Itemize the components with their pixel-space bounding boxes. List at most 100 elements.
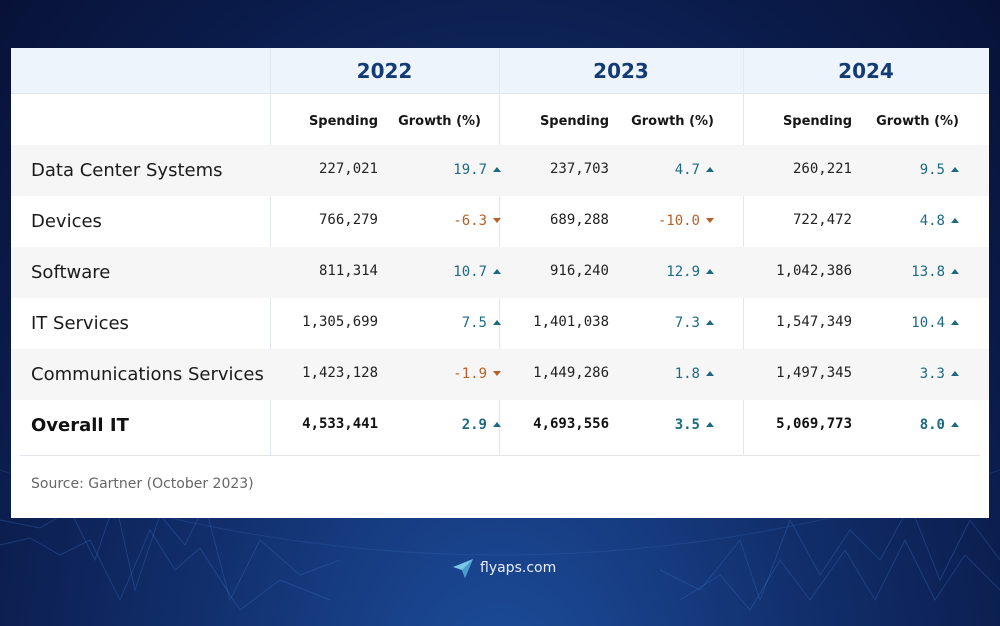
triangle-up-icon — [951, 269, 959, 274]
growth-cell-2023: 3.5 — [675, 400, 714, 451]
spending-cell-2024: 260,221 — [792, 161, 852, 177]
spending-cell-2024: 1,042,386 — [776, 263, 852, 279]
growth-value: 3.5 — [674, 417, 700, 433]
source-note: Source: Gartner (October 2023) — [31, 476, 254, 492]
triangle-up-icon — [951, 371, 959, 376]
year-header-row: 2022 2023 2024 — [11, 48, 989, 94]
triangle-up-icon — [493, 320, 501, 325]
growth-value: 4.7 — [674, 162, 700, 178]
triangle-up-icon — [951, 422, 959, 427]
spending-cell-2022: 766,279 — [318, 212, 378, 228]
growth-value: 7.5 — [461, 315, 487, 331]
spending-cell-2022: 1,423,128 — [302, 365, 378, 381]
brand-footer: flyaps.com — [452, 556, 556, 580]
spending-cell-2024: 1,497,345 — [776, 365, 852, 381]
growth-cell-2023: 1.8 — [675, 349, 714, 400]
growth-value: 19.7 — [453, 162, 487, 178]
growth-value: 1.8 — [674, 366, 700, 382]
triangle-down-icon — [706, 218, 714, 223]
growth-header-2023: Growth (%) — [631, 114, 714, 129]
row-label: Communications Services — [31, 364, 264, 385]
growth-value: 9.5 — [919, 162, 945, 178]
triangle-up-icon — [951, 218, 959, 223]
growth-cell-2022: 7.5 — [462, 298, 501, 349]
growth-cell-2024: 13.8 — [911, 247, 959, 298]
spending-header-2022: Spending — [308, 114, 378, 129]
triangle-up-icon — [706, 371, 714, 376]
row-label: Data Center Systems — [31, 160, 223, 181]
triangle-up-icon — [706, 269, 714, 274]
spending-cell-2023: 1,401,038 — [533, 314, 609, 330]
growth-cell-2024: 3.3 — [920, 349, 959, 400]
spending-header-2023: Spending — [539, 114, 609, 129]
spending-table-card: 2022 2023 2024 Spending Growth (%) Spend… — [11, 48, 989, 518]
growth-value: 12.9 — [666, 264, 700, 280]
table-row: Data Center Systems 227,021 19.7 237,703 4.7… — [11, 145, 989, 196]
growth-cell-2023: 12.9 — [666, 247, 714, 298]
triangle-up-icon — [493, 269, 501, 274]
growth-cell-2022: 10.7 — [453, 247, 501, 298]
growth-cell-2024: 8.0 — [920, 400, 959, 451]
row-label: Software — [31, 262, 111, 283]
spending-cell-2022: 1,305,699 — [302, 314, 378, 330]
year-header-2024: 2024 — [838, 59, 894, 83]
growth-value: -6.3 — [453, 213, 487, 229]
spending-cell-2022: 227,021 — [318, 161, 378, 177]
table-row: Devices 766,279 -6.3 689,288 -10.0 722,472 4.8 — [11, 196, 989, 247]
triangle-down-icon — [493, 371, 501, 376]
triangle-up-icon — [706, 320, 714, 325]
growth-value: 10.4 — [911, 315, 945, 331]
growth-cell-2023: 4.7 — [675, 145, 714, 196]
triangle-down-icon — [493, 218, 501, 223]
growth-cell-2022: 2.9 — [462, 400, 501, 451]
year-header-2022: 2022 — [356, 59, 413, 83]
row-label: Devices — [31, 211, 102, 232]
row-label: Overall IT — [31, 415, 129, 436]
triangle-up-icon — [493, 422, 501, 427]
spending-cell-2024: 1,547,349 — [776, 314, 852, 330]
table-bottom-divider — [20, 455, 980, 456]
growth-value: 7.3 — [674, 315, 700, 331]
triangle-up-icon — [706, 167, 714, 172]
growth-cell-2024: 9.5 — [920, 145, 959, 196]
table-row: Overall IT 4,533,441 2.9 4,693,556 3.5 5,069,… — [11, 400, 989, 451]
growth-value: 2.9 — [461, 417, 487, 433]
growth-cell-2022: -1.9 — [453, 349, 501, 400]
growth-cell-2024: 10.4 — [911, 298, 959, 349]
growth-cell-2024: 4.8 — [920, 196, 959, 247]
table-row: Communications Services 1,423,128 -1.9 1,44… — [11, 349, 989, 400]
year-header-2023: 2023 — [593, 59, 649, 83]
spending-cell-2023: 237,703 — [549, 161, 609, 177]
triangle-up-icon — [493, 167, 501, 172]
spending-cell-2023: 1,449,286 — [533, 365, 609, 381]
growth-value: 10.7 — [453, 264, 487, 280]
growth-value: 4.8 — [919, 213, 945, 229]
growth-cell-2022: -6.3 — [453, 196, 501, 247]
triangle-up-icon — [951, 167, 959, 172]
growth-value: 8.0 — [919, 417, 945, 433]
spending-cell-2022: 811,314 — [318, 263, 378, 279]
growth-value: 13.8 — [911, 264, 945, 280]
growth-value: 3.3 — [919, 366, 945, 382]
spending-cell-2022: 4,533,441 — [302, 416, 378, 432]
growth-cell-2022: 19.7 — [453, 145, 501, 196]
triangle-up-icon — [951, 320, 959, 325]
growth-header-2024: Growth (%) — [876, 114, 959, 129]
growth-value: -1.9 — [453, 366, 487, 382]
spending-header-2024: Spending — [782, 114, 852, 129]
spending-cell-2023: 689,288 — [549, 212, 609, 228]
spending-cell-2024: 5,069,773 — [776, 416, 852, 432]
spending-cell-2024: 722,472 — [792, 212, 852, 228]
growth-cell-2023: -10.0 — [658, 196, 714, 247]
triangle-up-icon — [706, 422, 714, 427]
growth-cell-2023: 7.3 — [675, 298, 714, 349]
paper-plane-icon — [453, 559, 473, 578]
growth-value: -10.0 — [657, 213, 700, 229]
spending-cell-2023: 4,693,556 — [533, 416, 609, 432]
row-label: IT Services — [31, 313, 129, 334]
table-row: IT Services 1,305,699 7.5 1,401,038 7.3 1,547… — [11, 298, 989, 349]
growth-header-2022: Growth (%) — [398, 114, 481, 129]
brand-name: flyaps.com — [480, 560, 557, 576]
table-row: Software 811,314 10.7 916,240 12.9 1,042,386 1… — [11, 247, 989, 298]
spending-cell-2023: 916,240 — [549, 263, 609, 279]
